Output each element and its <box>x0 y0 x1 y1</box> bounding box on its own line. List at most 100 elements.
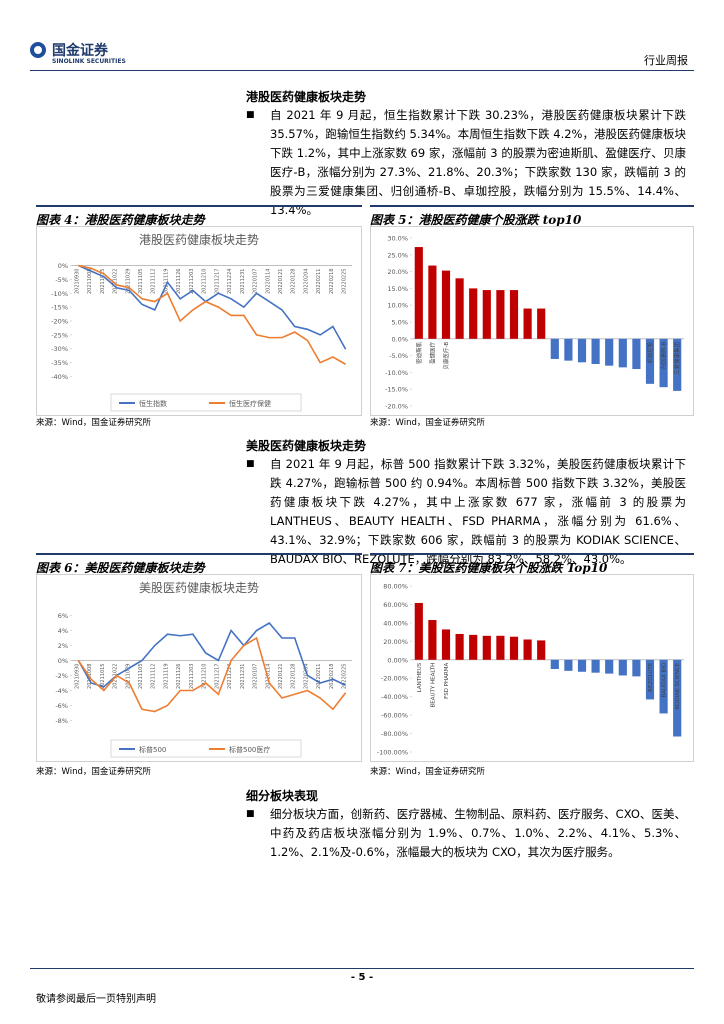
legend-label: 标普500医疗 <box>229 745 270 754</box>
y-tick-label: -20.0% <box>385 403 408 411</box>
x-tick-label: 三爱健康集团 <box>673 341 681 375</box>
bar <box>441 629 451 660</box>
series-line <box>77 636 347 713</box>
x-tick-label: 20220218 <box>329 269 335 294</box>
bar <box>496 290 505 339</box>
y-tick-label: 5.0% <box>391 319 408 327</box>
paragraph: ■ 自 2021 年 9 月起，标普 500 指数累计下跌 3.32%，美股医药健… <box>246 455 686 569</box>
x-tick-label: 20211112 <box>151 269 157 294</box>
paragraph-text: 自 2021 年 9 月起，恒生指数累计下跌 30.23%，港股医药健康板块累计… <box>270 108 686 217</box>
y-tick-label: 2% <box>58 642 68 650</box>
y-tick-label: -35% <box>51 359 68 367</box>
bar <box>428 265 437 339</box>
x-tick-label: 20220121 <box>278 664 284 689</box>
y-tick-label: -10% <box>51 290 68 298</box>
series-line <box>77 621 346 688</box>
x-tick-label: 20211015 <box>100 269 106 294</box>
legend-label: 恒生指数 <box>139 399 167 408</box>
bar <box>496 635 505 660</box>
legend-box <box>110 393 302 412</box>
x-tick-label: KODIAK SCIENCE <box>675 662 681 709</box>
legend-box <box>110 739 302 758</box>
section-heading: 细分板块表现 <box>246 789 319 803</box>
company-en: SINOLINK SECURITIES <box>52 58 126 65</box>
chart: 港股医药健康板块走势 0% -5% -10% -15% -20% -25% -30% -35% -… <box>36 226 362 416</box>
x-tick-label: 盈健医疗 <box>428 341 436 364</box>
x-tick-label: 20220211 <box>316 664 322 689</box>
y-tick-label: -100.00% <box>377 749 408 757</box>
x-tick-label: 20211008 <box>87 269 93 294</box>
x-tick-label: BAUDAX BIO <box>662 662 668 697</box>
x-tick-label: FSD PHARMA <box>444 663 450 699</box>
source: 来源：Wind，国金证券研究所 <box>36 418 151 428</box>
x-tick-label: 20220225 <box>342 664 348 689</box>
x-tick-label: 20211217 <box>214 269 220 294</box>
bar <box>591 338 600 364</box>
y-tick-label: -15% <box>51 304 68 312</box>
bar <box>618 338 627 368</box>
section-heading: 美股医药健康板块走势 <box>246 439 367 453</box>
bar <box>673 659 682 737</box>
x-tick-label: 20211224 <box>227 269 233 294</box>
x-tick-label: 20220121 <box>278 269 284 294</box>
source: 来源：Wind，国金证券研究所 <box>370 767 485 777</box>
bar <box>441 270 451 339</box>
y-tick-label: -5% <box>55 276 68 284</box>
chart-title: 港股医药健康板块走势 <box>139 232 259 247</box>
x-tick-label: 20211029 <box>125 664 131 689</box>
chart-frame <box>36 574 362 762</box>
y-tick-label: 0% <box>58 262 68 270</box>
bar <box>469 634 478 660</box>
company: 国金证券 <box>52 43 108 59</box>
bar <box>469 288 478 339</box>
x-tick-label: 20220107 <box>253 269 259 294</box>
x-tick-label: 20211217 <box>214 664 220 689</box>
header-rule <box>30 70 694 71</box>
y-tick-label: 0.00% <box>387 656 408 664</box>
y-tick-label: -15.0% <box>385 386 408 394</box>
x-tick-label: 归创通桥-B <box>660 342 668 370</box>
x-tick-label: 20211015 <box>100 664 106 689</box>
y-tick-label: 20.0% <box>387 268 408 276</box>
x-tick-label: 20211119 <box>163 269 169 294</box>
y-tick-label: 6% <box>58 612 68 620</box>
bar <box>482 635 491 660</box>
x-tick-label: 20211203 <box>189 664 195 689</box>
x-tick-label: 20211126 <box>176 269 182 294</box>
bar <box>605 659 614 674</box>
y-tick-label: 80.00% <box>383 583 408 591</box>
x-tick-label: BEAUTY HEALTH <box>430 663 436 708</box>
x-tick-label: 20211231 <box>240 269 246 294</box>
bar <box>564 338 573 361</box>
bar <box>455 278 464 339</box>
x-tick-label: 20211210 <box>202 269 208 294</box>
bar <box>509 290 519 339</box>
bar <box>659 338 668 388</box>
bar <box>564 659 573 671</box>
y-tick-label: 15.0% <box>387 285 408 293</box>
x-tick-label: 20211203 <box>189 269 195 294</box>
legend-label: 标普500 <box>139 745 166 754</box>
x-tick-label: REZOLUTE <box>648 662 654 692</box>
x-tick-label: 20211022 <box>113 269 119 294</box>
x-tick-label: LANTHEUS <box>417 662 423 692</box>
caption: 图表 7：美股医药健康板块个股涨跌 Top10 <box>370 553 694 576</box>
y-tick-label: 10.0% <box>387 302 408 310</box>
bar <box>509 636 519 660</box>
bar <box>550 338 559 359</box>
section-heading: 港股医药健康板块走势 <box>246 90 367 104</box>
caption: 图表 6：美股医药健康板块走势 <box>36 553 362 576</box>
x-tick-label: 20220211 <box>316 269 322 294</box>
footer-rule <box>30 968 694 969</box>
x-tick-label: 20220218 <box>329 664 335 689</box>
bar <box>414 602 423 660</box>
logo <box>30 42 46 58</box>
y-tick-label: -2% <box>55 672 68 680</box>
x-tick-label: 20211224 <box>227 664 233 689</box>
y-tick-label: -20.00% <box>381 675 408 683</box>
y-tick-label: -10.0% <box>385 369 408 377</box>
paragraph-text: 自 2021 年 9 月起，标普 500 指数累计下跌 3.32%，美股医药健康… <box>270 457 686 566</box>
y-tick-label: 20.00% <box>383 638 408 646</box>
x-tick-label: 20220204 <box>303 664 309 689</box>
x-tick-label: 20220128 <box>291 269 297 294</box>
